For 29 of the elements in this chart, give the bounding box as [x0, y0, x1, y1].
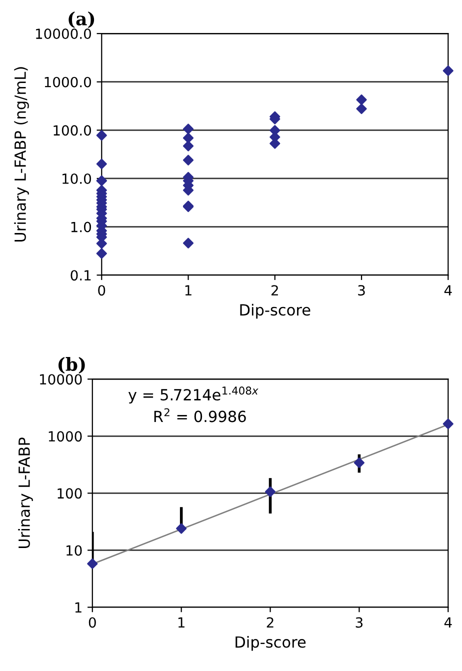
y-tick-label: 100.0 — [54, 125, 91, 136]
chart-title: (b) — [58, 357, 85, 374]
y-axis-title: Urinary L-FABP (ng/mL) — [14, 67, 29, 242]
x-tick-label: 4 — [444, 285, 452, 296]
x-axis-title: Dip-score — [236, 636, 306, 651]
y-axis-title: Urinary L-FABP — [18, 438, 33, 548]
x-tick-label: 1 — [185, 285, 192, 296]
x-tick-label: 2 — [271, 285, 278, 296]
y-tick-label: 10000 — [40, 374, 82, 385]
chart-title: (a) — [68, 11, 94, 28]
x-tick-label: 0 — [98, 285, 106, 296]
y-tick-label: 10 — [66, 545, 82, 556]
y-tick-label: 1.0 — [71, 222, 91, 232]
y-tick-label: 100 — [58, 488, 82, 499]
annotation: y = 5.7214e$^{1.408x}$ — [128, 386, 258, 404]
x-tick-label: 1 — [178, 617, 184, 628]
y-tick-label: 1000 — [48, 431, 82, 442]
x-tick-label: 0 — [88, 617, 96, 628]
y-tick-label: 0.1 — [70, 270, 91, 281]
y-tick-label: 1000.0 — [44, 76, 91, 88]
y-tick-label: 10.0 — [62, 173, 91, 184]
x-tick-label: 4 — [444, 617, 452, 628]
x-tick-label: 3 — [356, 617, 363, 628]
x-tick-label: 3 — [358, 285, 365, 296]
y-tick-label: 10000.0 — [36, 28, 91, 40]
x-axis-title: Dip-score — [240, 304, 310, 319]
x-tick-label: 2 — [266, 617, 274, 628]
y-tick-label: 1 — [75, 602, 82, 613]
annotation: R$^{2}$ = 0.9986 — [154, 408, 246, 422]
